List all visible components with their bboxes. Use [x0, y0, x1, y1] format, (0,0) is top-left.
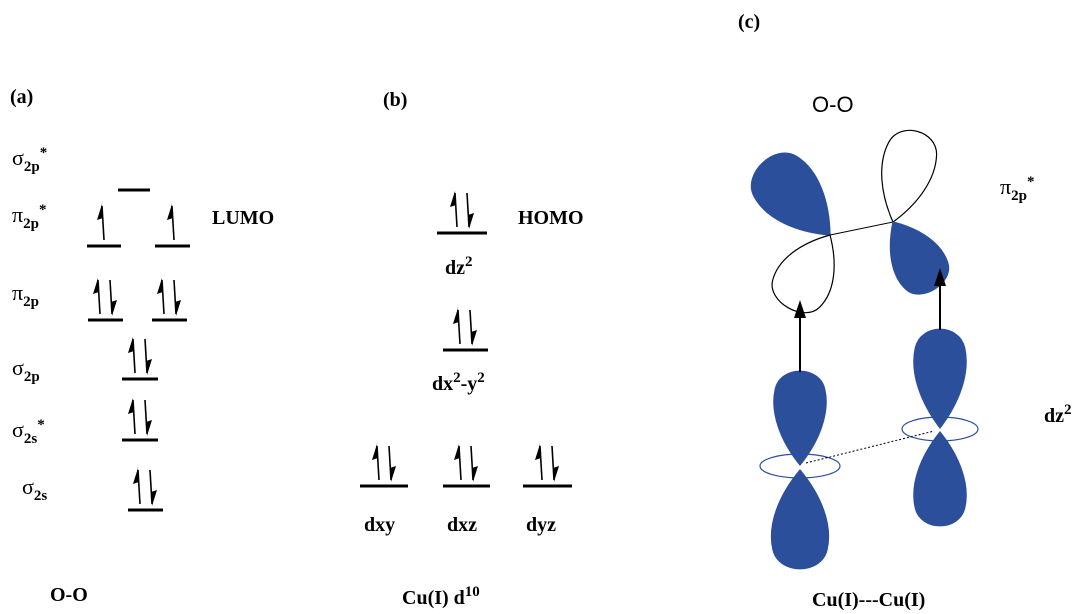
orbital-label: dz2: [1044, 402, 1072, 427]
orbital-label: dyz: [526, 514, 556, 536]
spin-down-head: [146, 359, 152, 375]
level-label: σ2s*: [12, 417, 45, 447]
interaction: [806, 431, 934, 463]
homo-label: HOMO: [518, 207, 584, 229]
spin-down-head: [553, 466, 559, 482]
caption: O-O: [50, 584, 88, 606]
figure: (a) σ2p* π2p* π2p σ2p σ2s* σ2s LUMO O-O …: [0, 0, 1083, 614]
spin-up-head: [128, 337, 134, 353]
orbital-lobe: [914, 329, 966, 428]
level-label: π2p: [12, 280, 39, 310]
spin-up-head: [93, 278, 99, 294]
panel-tag: (a): [10, 86, 33, 108]
orbital-lobe: [771, 470, 828, 569]
spin-down-head: [146, 420, 152, 436]
orbital-label: dxz: [447, 514, 477, 536]
level-label: π2p*: [12, 202, 46, 232]
spin-up-head: [157, 278, 163, 294]
orbital-label: dx2-y2: [432, 370, 485, 395]
level-label: σ2p: [12, 355, 40, 385]
caption: Cu(I)---Cu(I): [812, 589, 925, 611]
orbital-label: dxy: [364, 514, 395, 536]
panel-tag: (c): [738, 11, 760, 33]
spin-up-head: [535, 444, 541, 460]
spin-up-head: [167, 204, 173, 220]
spin-up-head: [97, 204, 103, 220]
spin-up-head: [372, 444, 378, 460]
spin-down-head: [175, 300, 181, 316]
spin-up-head: [133, 468, 139, 484]
orbital-lobe: [868, 125, 943, 229]
level-label: σ2s: [22, 474, 47, 504]
spin-up-head: [454, 444, 460, 460]
spin-down-head: [111, 300, 117, 316]
orbital-lobe: [763, 221, 854, 322]
spin-down-head: [151, 490, 157, 506]
spin-up-head: [450, 191, 456, 207]
spin-down-head: [472, 466, 478, 482]
spin-down-head: [471, 330, 477, 346]
panel-tag: (b): [383, 89, 407, 111]
level-label: σ2p*: [12, 145, 47, 175]
orbital-lobe: [740, 142, 853, 256]
orbital-label: π2p*: [1000, 174, 1034, 204]
lumo-label: LUMO: [212, 207, 274, 229]
orbital-label: dz2: [445, 254, 473, 279]
bond: [830, 222, 893, 235]
spin-up-head: [128, 398, 134, 414]
molecule-label: O-O: [812, 92, 854, 117]
orbital-lobe: [774, 371, 826, 465]
spin-down-head: [468, 213, 474, 229]
spin-down-head: [390, 466, 396, 482]
caption: Cu(I) d10: [402, 584, 480, 609]
orbital-lobe: [871, 208, 957, 303]
orbital-lobe: [914, 432, 966, 526]
spin-up-head: [453, 308, 459, 324]
